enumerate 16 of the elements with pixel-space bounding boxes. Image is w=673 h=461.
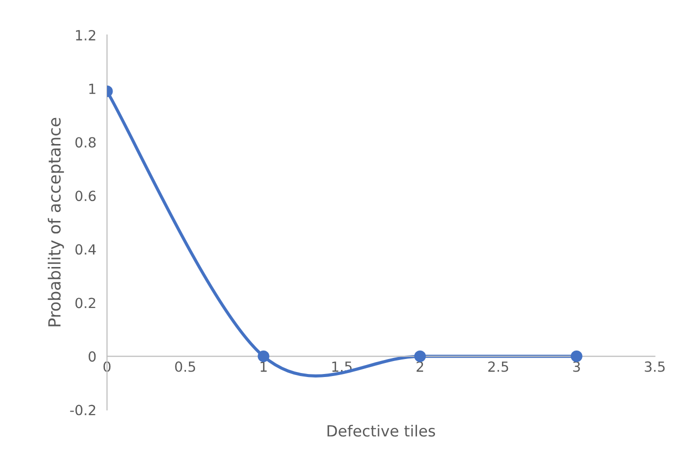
- y-tick-label: 1.2: [76, 30, 96, 40]
- y-tick-label: 0.8: [75, 137, 96, 148]
- x-tick-label: 3: [573, 361, 580, 372]
- x-axis-title: Defective tiles: [328, 424, 436, 437]
- y-tick-label: 0: [88, 351, 96, 362]
- y-tick-label: 0.4: [75, 244, 96, 255]
- y-tick-label: 0.2: [75, 298, 96, 308]
- y-tick-label: 0.6: [75, 190, 96, 202]
- x-tick-label: 3.5: [644, 361, 665, 372]
- y-tick-label: 1: [89, 84, 96, 94]
- x-tick-label: 1: [260, 362, 267, 372]
- x-tick-label: 2: [416, 361, 424, 372]
- y-tick-label: -0.2: [70, 404, 96, 416]
- x-tick-label: 2.5: [488, 361, 508, 372]
- x-tick-label: 0.5: [175, 361, 196, 372]
- y-axis-title: Probability of acceptance: [48, 118, 64, 326]
